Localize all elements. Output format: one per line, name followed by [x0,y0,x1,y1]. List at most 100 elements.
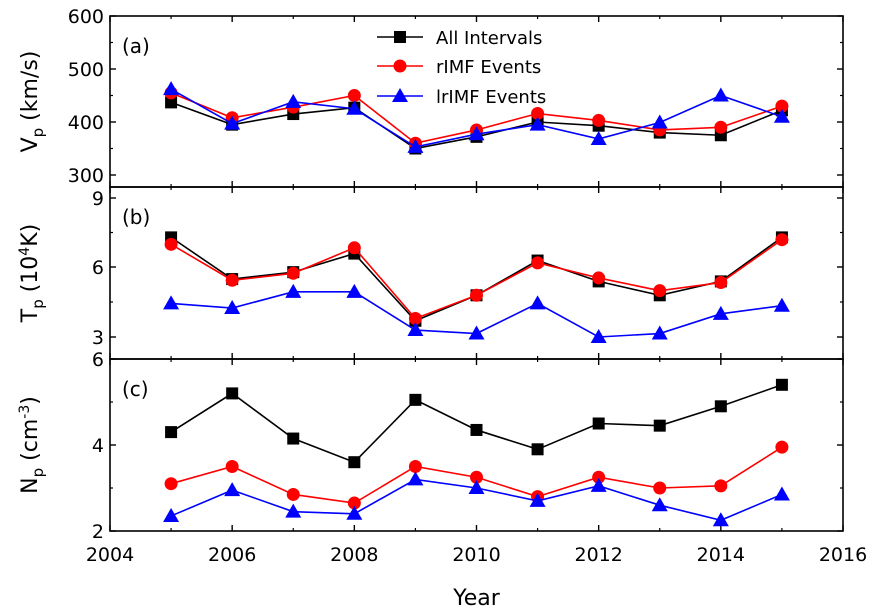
data-point [346,283,363,298]
data-point [651,114,668,129]
data-point [346,505,363,520]
data-point [163,81,180,96]
data-point [286,487,300,501]
y-tick-label: 6 [92,257,104,279]
data-point [590,329,607,343]
y-tick-label: 3 [92,327,104,349]
data-point [775,233,789,247]
data-point [165,96,178,109]
data-point [775,99,789,113]
data-point [470,423,483,436]
data-point [225,460,239,473]
series-lrimf-events [163,283,790,343]
legend: All Intervals rIMF Events lrIMF Events [377,28,546,108]
data-point [224,482,241,497]
data-point [775,440,789,454]
panel-label: (a) [122,34,150,58]
series-lrimf-events [163,81,790,153]
series-line [170,384,783,464]
data-point [773,486,790,501]
data-point [529,492,546,507]
data-point [407,322,424,337]
data-point [346,100,363,115]
data-point [592,470,606,484]
data-point [592,113,606,127]
legend-item: lrIMF Events [377,87,546,108]
data-point [531,256,545,270]
data-point [347,89,361,102]
data-point [651,497,668,512]
y-tick-label: 9 [92,188,104,210]
data-point [653,419,666,432]
x-tick-label: 2010 [452,544,500,566]
series-all-intervals [165,231,788,327]
data-point [408,460,422,473]
data-point [285,503,302,518]
legend-label: rIMF Events [436,57,541,78]
data-point [470,288,483,302]
data-point [470,470,483,484]
data-point [163,295,180,310]
x-tick-label: 2006 [208,544,256,566]
y-tick-label: 6 [92,349,104,371]
data-point [712,87,729,102]
y-tick-label: 600 [68,6,104,28]
panel-label: (c) [122,377,149,401]
data-point [409,393,422,406]
data-point [468,480,485,494]
data-point [408,311,422,325]
data-point [529,295,546,310]
y-tick-label: 4 [92,435,104,457]
series-all-intervals [165,378,788,469]
panel-b: 3 6 9 (b) Tp (104K) [17,186,844,360]
data-point [714,479,728,493]
data-point [592,417,605,430]
data-point [653,284,667,298]
data-point [163,507,180,522]
data-point [714,120,728,134]
data-point [165,426,178,439]
data-point [468,325,485,340]
series-line [170,239,783,320]
data-point [285,283,302,298]
y-axis-label: Vp (km/s) [18,51,47,153]
data-point [347,241,361,255]
data-point [773,108,790,123]
y-tick-label: 400 [68,112,104,134]
data-point [164,477,178,491]
legend-label: All Intervals [436,28,542,49]
x-tick-label: 2008 [330,544,378,566]
x-tick-label: 2004 [86,544,134,566]
data-point [712,305,729,320]
y-tick-label: 300 [68,165,104,187]
data-point [407,471,424,486]
y-axis-label: Tp (104K) [17,224,47,324]
plot-frame [109,358,844,532]
legend-marker [393,59,407,73]
legend-marker [392,88,408,102]
data-point [712,512,729,527]
series-line [170,236,783,322]
panel-label: (b) [122,205,150,229]
panel-a: 300 400 500 600 (a) Vp (km/s) [18,6,844,188]
data-point [224,300,241,315]
series-rimf-events [164,233,789,325]
data-point [287,432,300,445]
data-point [225,273,239,287]
y-tick-label: 500 [68,59,104,81]
data-point [348,456,361,469]
x-axis-label: Year [452,586,501,611]
legend-marker [394,31,406,43]
data-point [590,477,607,492]
data-point [529,116,546,131]
data-point [714,400,727,413]
data-point [226,387,239,400]
legend-label: lrIMF Events [436,87,546,108]
legend-item: All Intervals [377,28,542,49]
x-tick-label: 2016 [819,544,867,566]
data-point [407,138,424,153]
series-lrimf-events [163,471,790,527]
data-point [531,107,545,121]
x-tick-label: 2014 [697,544,745,566]
